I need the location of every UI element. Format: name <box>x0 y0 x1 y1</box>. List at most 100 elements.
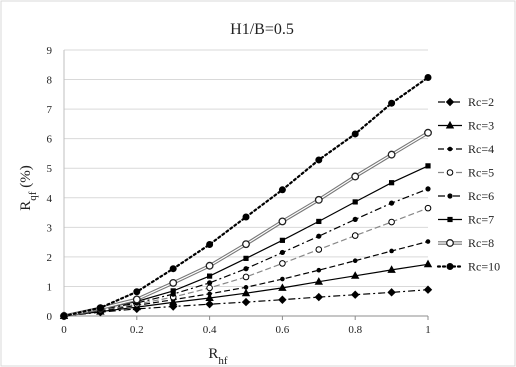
y-axis-label-main: R <box>18 201 34 211</box>
data-point <box>278 217 287 226</box>
y-axis-label-unit: (%) <box>18 165 34 191</box>
y-tick-label: 4 <box>47 193 53 205</box>
data-point <box>169 265 177 273</box>
data-point <box>132 295 141 304</box>
legend-item: Rc=6 <box>438 189 494 203</box>
data-point <box>351 290 360 299</box>
x-axis-label-sub: hf <box>218 355 228 367</box>
legend-swatch-marker <box>446 239 454 247</box>
y-tick-label: 2 <box>47 252 53 264</box>
x-tick-label: 1 <box>425 324 431 336</box>
legend-item: Rc=7 <box>438 213 494 227</box>
data-point <box>279 237 285 243</box>
legend-label: Rc=2 <box>468 95 494 109</box>
legend-item: Rc=2 <box>438 95 494 109</box>
legend-label: Rc=3 <box>468 119 494 133</box>
data-point <box>314 292 323 302</box>
data-point <box>278 186 286 194</box>
data-point <box>425 239 431 244</box>
data-point <box>206 284 213 292</box>
y-tick-label: 3 <box>47 222 53 234</box>
data-point <box>352 258 358 264</box>
legend-item: Rc=4 <box>438 142 494 156</box>
series-rc-10 <box>60 73 432 320</box>
data-point <box>60 312 68 320</box>
y-tick-label: 6 <box>47 134 53 146</box>
data-point <box>389 248 394 254</box>
data-point <box>133 288 141 296</box>
data-point <box>241 288 251 297</box>
y-tick-label: 0 <box>47 311 53 323</box>
legend-label: Rc=5 <box>468 166 494 180</box>
data-point <box>423 285 433 294</box>
data-point <box>280 276 285 282</box>
x-tick-label: 0 <box>61 324 67 336</box>
legend: Rc=2 Rc=3 Rc=4 Rc=5 Rc=6 Rc=7 Rc=8 Rc=10 <box>436 95 500 274</box>
data-point <box>279 249 285 256</box>
legend-swatch-marker <box>445 120 455 129</box>
data-point <box>389 180 395 186</box>
series-layer <box>59 73 433 321</box>
x-tick-labels: 0 0.2 0.4 0.6 0.8 1 <box>61 324 431 336</box>
data-point <box>170 288 176 294</box>
data-point <box>96 304 104 312</box>
data-point <box>387 288 396 297</box>
x-axis-label: Rhf <box>208 346 228 367</box>
data-point <box>242 273 250 281</box>
legend-item: Rc=3 <box>438 119 494 133</box>
y-axis-label-sub: qf <box>27 191 39 201</box>
data-point <box>315 156 323 164</box>
legend-swatch-marker <box>445 97 455 107</box>
data-point <box>279 260 286 267</box>
data-point <box>205 299 214 309</box>
data-point <box>207 291 212 297</box>
x-axis-label-main: R <box>208 346 218 362</box>
data-point <box>351 232 359 239</box>
series-line <box>63 207 429 317</box>
data-point <box>205 293 214 301</box>
y-tick-label: 1 <box>47 281 53 293</box>
y-tick-labels: 0 1 2 3 4 5 6 7 8 9 <box>47 45 53 323</box>
data-point <box>316 267 322 273</box>
legend-swatch-marker <box>446 263 454 270</box>
data-point <box>425 186 431 192</box>
data-point <box>205 261 214 270</box>
data-point <box>169 278 178 287</box>
legend-label: Rc=8 <box>468 236 494 250</box>
gridlines <box>64 49 428 287</box>
data-point <box>389 200 395 206</box>
legend-swatch-marker <box>446 169 454 176</box>
data-point <box>352 199 358 205</box>
data-point <box>352 216 358 222</box>
data-point <box>243 255 249 261</box>
y-tick-label: 5 <box>47 163 53 175</box>
x-tick-label: 0.8 <box>348 324 362 336</box>
chart-title: H1/B=0.5 <box>230 21 294 38</box>
data-point <box>242 213 250 221</box>
y-tick-label: 8 <box>47 75 53 87</box>
data-point <box>387 265 396 273</box>
data-point <box>316 218 322 225</box>
data-point <box>314 195 323 204</box>
x-tick-label: 0.4 <box>203 324 217 336</box>
data-point <box>388 99 396 107</box>
data-point <box>243 285 249 290</box>
data-point <box>278 295 287 304</box>
data-point <box>242 240 250 249</box>
data-point <box>351 271 360 279</box>
data-point <box>207 273 213 279</box>
data-point <box>206 240 214 248</box>
x-tick-label: 0.6 <box>276 324 290 336</box>
y-tick-label: 7 <box>47 104 53 116</box>
data-point <box>424 204 432 212</box>
legend-swatch-marker <box>447 146 453 152</box>
legend-item: Rc=5 <box>438 166 494 180</box>
data-point <box>424 73 432 81</box>
legend-swatch-marker <box>447 193 453 199</box>
y-tick-label: 9 <box>47 45 53 57</box>
data-point <box>315 246 323 253</box>
data-point <box>387 150 396 159</box>
data-point <box>388 218 395 226</box>
